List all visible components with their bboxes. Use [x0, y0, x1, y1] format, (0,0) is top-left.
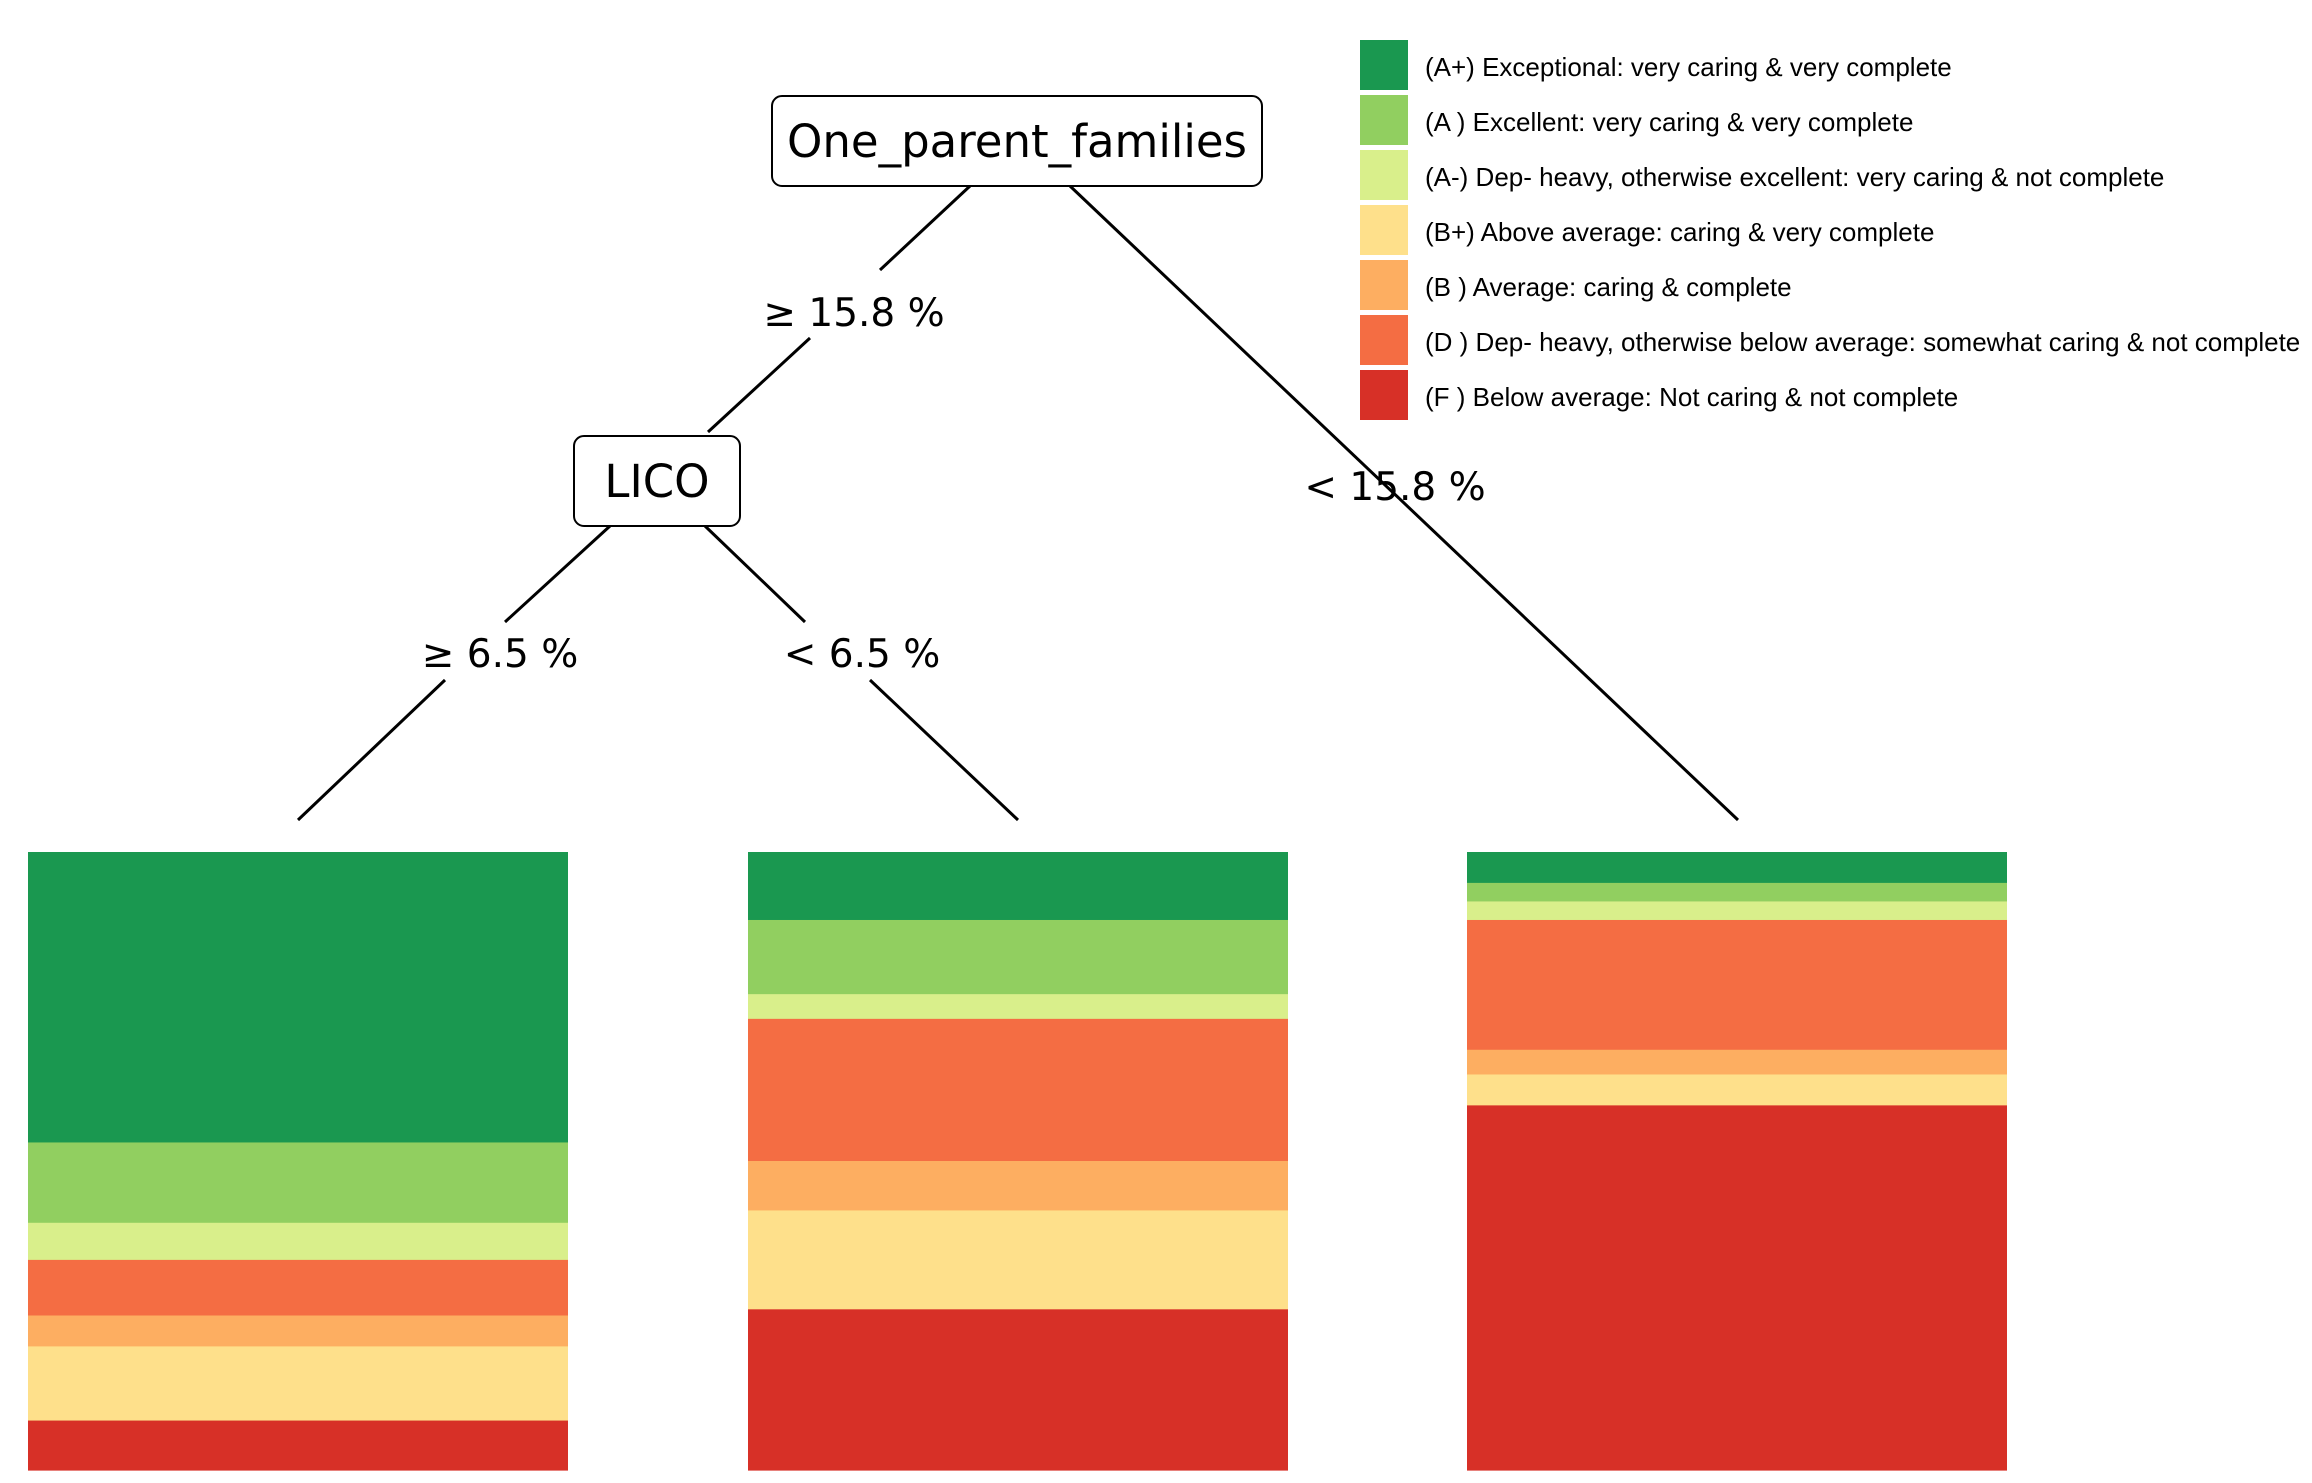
edge-label-root-left: ≥ 15.8 % [763, 291, 944, 336]
legend-swatch-f [1360, 370, 1408, 420]
root-node-box [771, 95, 1263, 187]
legend-swatch-d [1360, 315, 1408, 365]
legend-swatch-a-plus [1360, 40, 1408, 90]
legend-swatch-a-minus [1360, 150, 1408, 200]
root-node-label: One_parent_families [787, 115, 1247, 168]
leaf3-segment-a- [1467, 901, 2007, 921]
legend-label-a-minus: (A-) Dep- heavy, otherwise excellent: ve… [1425, 162, 2164, 192]
leaf2-segment-a-plus [748, 852, 1288, 921]
edge-lico-left-lower [296, 678, 447, 822]
leaf3-segment-d [1467, 919, 2007, 1051]
leaf3-segment-a [1467, 882, 2007, 903]
leaf1-segment-a- [28, 1222, 568, 1261]
leaf-stacked-bars [28, 852, 2007, 1471]
leaf3-segment-b [1467, 1049, 2007, 1076]
legend-label-f: (F ) Below average: Not caring & not com… [1425, 382, 1958, 412]
leaf1-segment-a-plus [28, 852, 568, 1144]
leaf2-segment-b-plus [748, 1210, 1288, 1310]
leaf3-segment-f [1467, 1105, 2007, 1471]
legend-label-b: (B ) Average: caring & complete [1425, 272, 1792, 302]
legend-swatch-a [1360, 95, 1408, 145]
leaf1-segment-a [28, 1142, 568, 1224]
edge-label-root-right: < 15.8 % [1304, 465, 1485, 510]
edge-lico-left [503, 524, 612, 624]
leaf2-segment-d [748, 1018, 1288, 1162]
leaf3-segment-b-plus [1467, 1074, 2007, 1106]
lico-node-box [573, 435, 741, 527]
legend-label-d: (D ) Dep- heavy, otherwise below average… [1425, 327, 2300, 357]
leaf2-segment-a [748, 919, 1288, 995]
edge-root-left-lower [706, 336, 812, 434]
legend-label-a: (A ) Excellent: very caring & very compl… [1425, 107, 1913, 137]
legend-swatch-b [1360, 260, 1408, 310]
legend-swatch-b-plus [1360, 205, 1408, 255]
leaf2-segment-f [748, 1309, 1288, 1471]
leaf1-segment-f [28, 1420, 568, 1471]
edge-root-right [1068, 184, 1740, 822]
edge-root-left [878, 184, 972, 272]
leaf1-segment-d [28, 1259, 568, 1317]
leaf1-segment-b [28, 1315, 568, 1347]
legend-label-a-plus: (A+) Exceptional: very caring & very com… [1425, 52, 1952, 82]
leaf3-segment-a-plus [1467, 852, 2007, 884]
legend: (A+) Exceptional: very caring & very com… [1360, 40, 2300, 420]
leaf1-segment-b-plus [28, 1346, 568, 1422]
edge-lico-right [703, 524, 807, 624]
edge-label-lico-left: ≥ 6.5 % [422, 632, 579, 677]
lico-node-label: LICO [604, 455, 709, 508]
edge-lico-right-lower [868, 678, 1020, 822]
leaf2-segment-b [748, 1161, 1288, 1212]
legend-label-b-plus: (B+) Above average: caring & very comple… [1425, 217, 1934, 247]
leaf2-segment-a- [748, 994, 1288, 1020]
edge-label-lico-right: < 6.5 % [784, 632, 941, 677]
